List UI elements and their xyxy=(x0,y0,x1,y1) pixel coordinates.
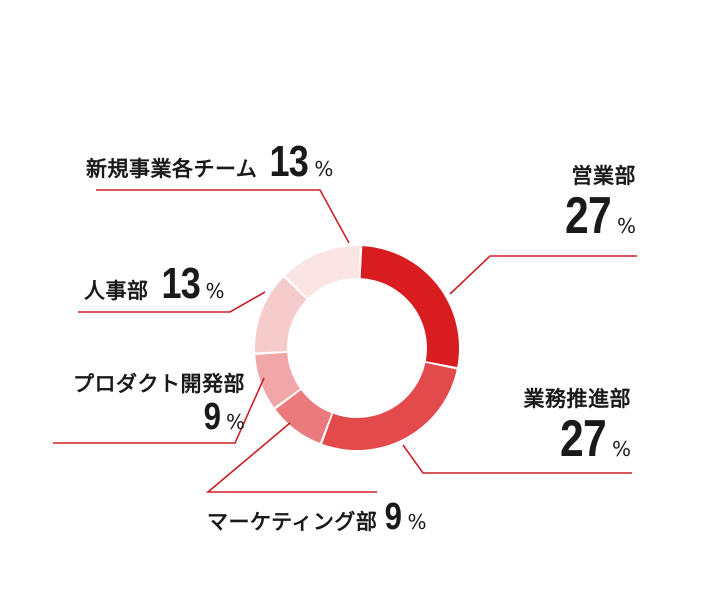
segment-value: 13 xyxy=(160,259,200,308)
segment-value: 27 xyxy=(565,187,612,245)
leader-line-1 xyxy=(402,444,632,474)
leader-line-3 xyxy=(53,377,265,444)
label-marketing: マーケティング部 9 % xyxy=(207,498,426,536)
segment-label: マーケティング部 xyxy=(207,510,378,534)
percent-unit: % xyxy=(205,279,225,303)
donut-segment-1 xyxy=(322,362,457,450)
label-business-promotion: 業務推進部 27 % xyxy=(524,383,632,465)
segment-value: 27 xyxy=(560,410,607,468)
segment-value: 9 xyxy=(384,496,402,538)
segment-label: 人事部 xyxy=(84,279,149,303)
donut-segment-2 xyxy=(275,390,332,444)
donut-segment-5 xyxy=(285,246,360,299)
percent-unit: % xyxy=(407,510,427,534)
percent-unit: % xyxy=(314,157,334,181)
segment-label: 営業部 xyxy=(571,164,636,188)
leader-line-4 xyxy=(78,291,266,313)
segment-label: 業務推進部 xyxy=(523,387,631,411)
label-product-dev: プロダクト開発部 9 % xyxy=(73,368,245,436)
label-sales: 営業部 27 % xyxy=(555,160,636,242)
donut-segment-4 xyxy=(255,277,307,353)
donut-segment-3 xyxy=(255,352,301,408)
leader-line-5 xyxy=(96,189,350,244)
segment-value: 13 xyxy=(269,137,309,186)
percent-unit: % xyxy=(616,214,636,238)
segment-value: 9 xyxy=(203,396,220,438)
label-new-business: 新規事業各チーム 13 % xyxy=(86,140,333,184)
leader-line-2 xyxy=(205,422,377,493)
leader-line-0 xyxy=(449,255,637,295)
donut-segment-0 xyxy=(360,246,459,368)
percent-unit: % xyxy=(225,410,245,434)
percent-unit: % xyxy=(611,437,631,461)
segment-label: 新規事業各チーム xyxy=(86,157,258,181)
segment-label: プロダクト開発部 xyxy=(73,372,245,396)
label-hr: 人事部 13 % xyxy=(84,262,224,306)
